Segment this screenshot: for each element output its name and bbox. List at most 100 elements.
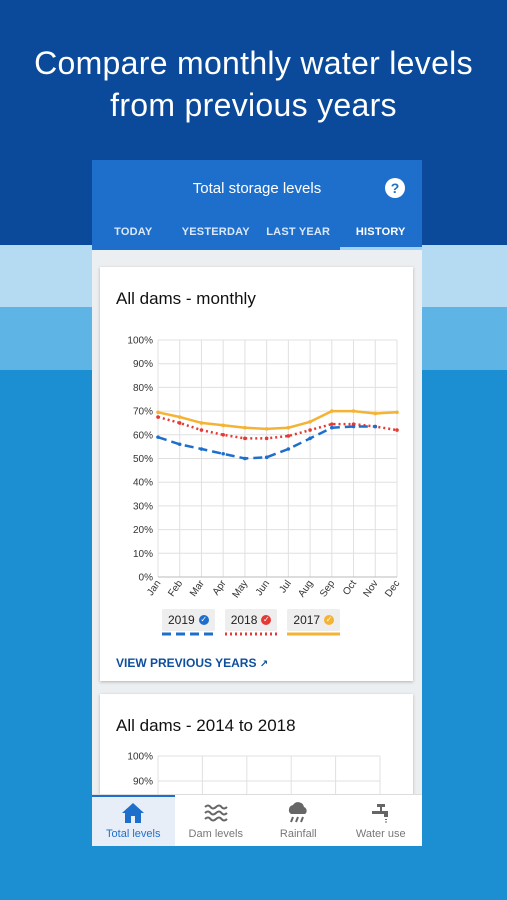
- legend-line: [287, 632, 341, 636]
- content-scroll[interactable]: All dams - monthly 100% 90% 80% 70% 60% 50% 40…: [92, 250, 422, 794]
- yearly-chart-card: All dams - 2014 to 2018 100% 90%: [100, 694, 413, 794]
- tab-last-year[interactable]: LAST YEAR: [266, 226, 331, 238]
- y-tick-label: 70%: [133, 407, 153, 418]
- y-tick-label: 40%: [133, 478, 153, 489]
- y-tick-label: 90%: [133, 777, 153, 788]
- nav-rainfall[interactable]: Rainfall: [257, 795, 340, 846]
- promo-headline: Compare monthly water levels from previo…: [0, 42, 507, 126]
- view-previous-years-link[interactable]: VIEW PREVIOUS YEARS ↗: [116, 656, 268, 670]
- home-icon: [122, 803, 145, 823]
- nav-label: Total levels: [106, 828, 161, 840]
- nav-water-use[interactable]: Water use: [340, 795, 423, 846]
- monthly-chart-card: All dams - monthly 100% 90% 80% 70% 60% 50% 40…: [100, 267, 413, 681]
- x-tick-label: Nov: [362, 578, 381, 599]
- app-title: Total storage levels: [192, 180, 322, 197]
- x-tick-label: Aug: [296, 578, 315, 599]
- legend-line: [224, 632, 278, 636]
- data-point-2017: [156, 410, 160, 415]
- data-point-2017: [221, 423, 225, 428]
- tab-yesterday[interactable]: YESTERDAY: [181, 226, 250, 238]
- headline-line-2: from previous years: [110, 87, 397, 123]
- data-point-2019: [221, 451, 225, 456]
- legend-label: 2018: [230, 613, 258, 627]
- view-previous-label: VIEW PREVIOUS YEARS: [116, 656, 257, 670]
- app-header: Total storage levels ? TODAY YESTERDAY L…: [92, 160, 422, 250]
- data-point-2019: [351, 424, 356, 429]
- y-tick-label: 80%: [133, 383, 153, 394]
- monthly-line-chart: 100%90%80%70%60%50%40%30%20%10%0%Jan Feb M…: [127, 336, 402, 601]
- tab-today[interactable]: TODAY: [114, 226, 153, 238]
- x-tick-label: May: [231, 578, 251, 600]
- y-tick-label: 30%: [133, 501, 153, 512]
- card-title: All dams - 2014 to 2018: [116, 716, 296, 735]
- x-tick-label: Sep: [318, 578, 337, 599]
- help-icon[interactable]: ?: [385, 178, 405, 198]
- nav-dam-levels[interactable]: Dam levels: [175, 795, 258, 846]
- data-point-2017: [177, 415, 182, 419]
- data-point-2017: [308, 419, 312, 424]
- waves-icon: [204, 804, 228, 822]
- data-point-2019: [156, 435, 160, 439]
- data-point-2018: [330, 422, 334, 426]
- tap-icon: [371, 804, 388, 823]
- tab-history[interactable]: HISTORY: [339, 218, 422, 250]
- data-point-2017: [395, 410, 399, 415]
- series-line-2017: [157, 409, 398, 431]
- legend-label: 2017: [293, 613, 321, 627]
- series-line-2018: [157, 415, 398, 440]
- check-icon: ✓: [324, 615, 335, 625]
- data-point-2018: [177, 421, 182, 425]
- data-point-2017: [199, 421, 204, 425]
- nav-label: Dam levels: [188, 828, 243, 840]
- y-tick-label: 100%: [127, 752, 153, 763]
- data-point-2017: [286, 425, 291, 430]
- x-tick-label: Dec: [383, 578, 402, 599]
- bottom-nav: Total levels Dam levels Rainfall Water u…: [92, 794, 422, 846]
- y-tick-label: 100%: [127, 336, 153, 347]
- nav-label: Water use: [355, 828, 406, 840]
- data-point-2017: [243, 425, 247, 430]
- x-tick-label: Feb: [166, 578, 185, 599]
- series-line-2019: [157, 425, 376, 460]
- data-point-2019: [177, 442, 182, 447]
- data-point-2018: [221, 433, 225, 437]
- legend-2018[interactable]: 2018 ✓: [224, 609, 278, 636]
- data-point-2018: [308, 428, 312, 432]
- x-tick-label: Jul: [277, 578, 293, 595]
- x-tick-label: Oct: [341, 578, 359, 597]
- rain-cloud-icon: [289, 802, 307, 823]
- legend-2017[interactable]: 2017 ✓: [287, 609, 341, 636]
- data-point-2018: [243, 436, 247, 441]
- data-point-2019: [286, 447, 291, 451]
- legend-2019[interactable]: 2019 ✓: [162, 609, 215, 636]
- nav-total-levels[interactable]: Total levels: [92, 795, 175, 846]
- data-point-2017: [373, 411, 378, 416]
- x-tick-label: Jun: [254, 578, 272, 598]
- data-point-2018: [199, 428, 204, 432]
- data-point-2017: [351, 409, 356, 413]
- data-point-2018: [264, 436, 269, 441]
- data-point-2019: [264, 455, 269, 460]
- y-tick-label: 0%: [139, 573, 154, 584]
- check-icon: ✓: [261, 615, 272, 625]
- data-point-2019: [308, 436, 312, 441]
- data-point-2019: [243, 456, 247, 461]
- headline-line-1: Compare monthly water levels: [34, 45, 473, 81]
- y-tick-label: 90%: [133, 359, 153, 370]
- data-point-2019: [330, 425, 334, 430]
- tab-bar: TODAY YESTERDAY LAST YEAR HISTORY: [92, 218, 422, 250]
- nav-label: Rainfall: [279, 828, 317, 840]
- data-point-2018: [286, 434, 291, 438]
- x-tick-label: Mar: [188, 578, 207, 599]
- y-tick-label: 60%: [133, 430, 153, 441]
- y-tick-label: 50%: [133, 454, 153, 465]
- phone-screen: Total storage levels ? TODAY YESTERDAY L…: [92, 160, 422, 846]
- x-tick-label: Apr: [211, 578, 229, 598]
- chart-legend: 2019 ✓ 2018 ✓ 2017 ✓: [162, 609, 341, 636]
- data-point-2019: [373, 424, 378, 429]
- y-tick-label: 20%: [133, 525, 153, 536]
- card-title: All dams - monthly: [116, 289, 256, 308]
- data-point-2018: [156, 415, 160, 419]
- data-point-2017: [330, 409, 334, 413]
- legend-label: 2019: [168, 613, 195, 627]
